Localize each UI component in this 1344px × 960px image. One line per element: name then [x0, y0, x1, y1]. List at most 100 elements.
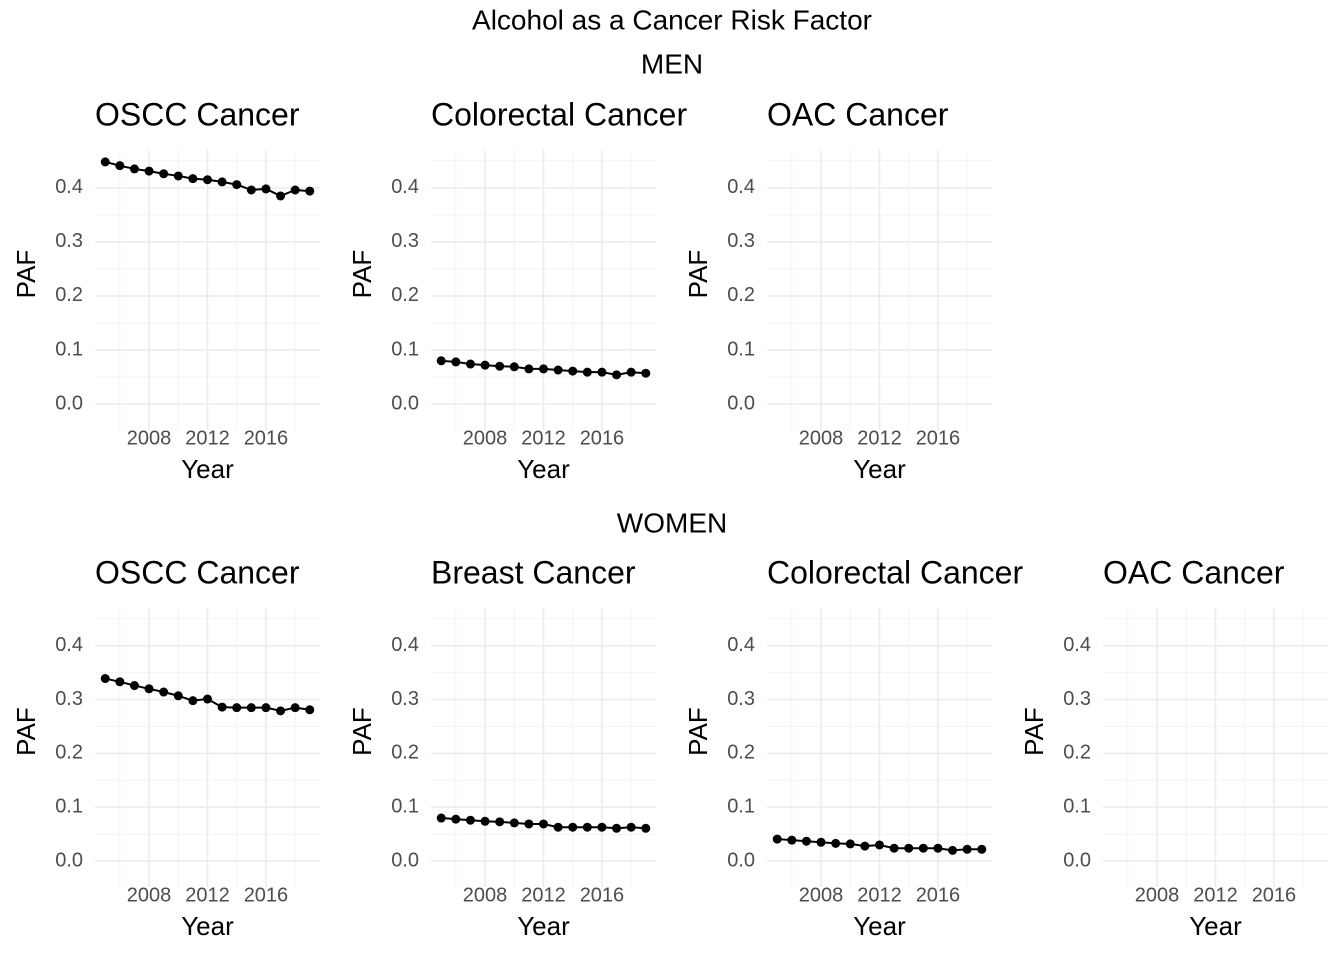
y-tick-label: 0.0	[391, 392, 419, 414]
data-point	[539, 364, 548, 374]
x-tick-label: 2008	[463, 427, 508, 449]
x-tick-label: 2016	[580, 427, 625, 449]
y-tick-label: 0.3	[55, 688, 83, 710]
y-tick-label: 0.0	[727, 392, 755, 414]
data-point	[480, 816, 490, 826]
data-point	[115, 677, 125, 687]
data-point	[451, 814, 461, 824]
data-point	[261, 184, 271, 194]
y-tick-label: 0.0	[55, 392, 83, 414]
y-tick-label: 0.2	[727, 742, 755, 764]
x-tick-label: 2012	[857, 884, 902, 906]
y-tick-label: 0.2	[727, 284, 755, 306]
data-point	[495, 361, 505, 371]
data-point	[831, 838, 841, 848]
y-tick-label: 0.1	[727, 338, 755, 360]
y-axis-label: PAF	[683, 250, 713, 299]
data-point	[159, 687, 169, 697]
data-point	[582, 367, 592, 377]
data-point	[276, 706, 286, 716]
data-point	[553, 365, 563, 375]
data-point	[889, 843, 899, 853]
data-point	[787, 835, 797, 845]
panel-title: Colorectal Cancer	[431, 96, 687, 132]
data-point	[539, 819, 548, 829]
x-tick-label: 2016	[916, 884, 961, 906]
x-tick-label: 2016	[244, 427, 289, 449]
y-tick-label: 0.4	[55, 176, 83, 198]
y-tick-label: 0.3	[727, 230, 755, 252]
y-axis-label: PAF	[683, 707, 713, 756]
y-tick-label: 0.4	[727, 634, 755, 656]
data-point	[129, 681, 139, 691]
data-point	[933, 843, 943, 853]
panel-title: OSCC Cancer	[95, 554, 300, 590]
data-point	[641, 368, 651, 378]
data-point	[261, 703, 271, 713]
data-point	[568, 822, 578, 832]
y-tick-label: 0.1	[391, 796, 419, 818]
data-point	[597, 822, 607, 832]
y-tick-label: 0.2	[391, 742, 419, 764]
y-tick-label: 0.1	[1063, 796, 1091, 818]
data-point	[962, 844, 972, 854]
data-point	[246, 703, 256, 713]
data-point	[524, 364, 534, 374]
y-tick-label: 0.3	[391, 230, 419, 252]
x-axis-label: Year	[853, 454, 906, 484]
data-point	[217, 702, 227, 712]
data-point	[801, 836, 811, 846]
data-point	[276, 191, 286, 201]
y-tick-label: 0.1	[391, 338, 419, 360]
y-tick-label: 0.3	[391, 688, 419, 710]
x-tick-label: 2012	[1193, 884, 1238, 906]
data-point	[612, 370, 622, 380]
data-point	[582, 822, 592, 832]
data-point	[612, 823, 622, 833]
y-tick-label: 0.4	[55, 634, 83, 656]
y-axis-label: PAF	[11, 250, 41, 299]
data-point	[290, 703, 300, 713]
y-tick-label: 0.3	[1063, 688, 1091, 710]
y-tick-label: 0.2	[55, 284, 83, 306]
data-point	[436, 356, 446, 366]
y-tick-label: 0.4	[1063, 634, 1091, 656]
panel-title: OAC Cancer	[767, 96, 949, 132]
data-point	[217, 177, 227, 187]
data-point	[129, 164, 139, 174]
x-tick-label: 2016	[580, 884, 625, 906]
panel-title: OSCC Cancer	[95, 96, 300, 132]
data-point	[509, 818, 519, 828]
data-point	[173, 691, 183, 701]
data-point	[495, 817, 505, 827]
x-tick-label: 2012	[185, 427, 230, 449]
y-tick-label: 0.2	[1063, 742, 1091, 764]
x-tick-label: 2008	[127, 884, 172, 906]
data-point	[465, 815, 475, 825]
data-point	[144, 684, 154, 694]
y-tick-label: 0.4	[391, 634, 419, 656]
section-label: MEN	[641, 48, 703, 79]
panel-title: Colorectal Cancer	[767, 554, 1023, 590]
x-axis-label: Year	[517, 911, 570, 941]
x-tick-label: 2012	[521, 427, 566, 449]
y-tick-label: 0.4	[727, 176, 755, 198]
data-point	[305, 186, 315, 196]
data-point	[524, 819, 534, 829]
data-point	[436, 813, 446, 823]
y-axis-label: PAF	[347, 707, 377, 756]
x-tick-label: 2012	[857, 427, 902, 449]
data-point	[144, 166, 154, 176]
data-point	[465, 359, 475, 369]
x-axis-label: Year	[181, 454, 234, 484]
data-point	[641, 823, 651, 833]
y-tick-label: 0.4	[391, 176, 419, 198]
x-tick-label: 2016	[916, 427, 961, 449]
data-point	[451, 357, 461, 367]
data-point	[232, 180, 242, 190]
y-tick-label: 0.3	[55, 230, 83, 252]
x-tick-label: 2008	[1135, 884, 1180, 906]
y-tick-label: 0.0	[727, 849, 755, 871]
data-point	[918, 843, 928, 853]
data-point	[188, 696, 198, 706]
